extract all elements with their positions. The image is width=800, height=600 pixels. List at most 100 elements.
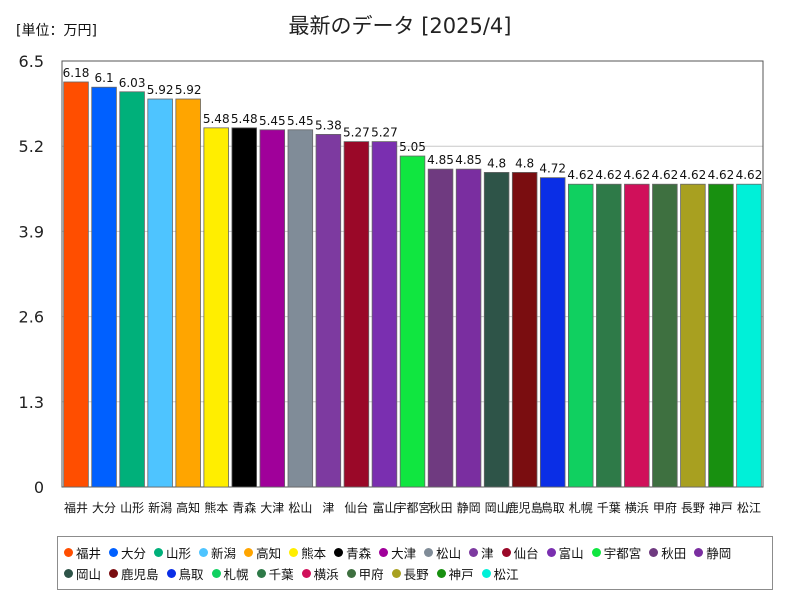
legend-label: 大津 — [391, 546, 417, 561]
legend-marker — [166, 569, 176, 578]
legend-item: 高知 — [244, 542, 281, 563]
legend-item: 大分 — [109, 542, 146, 563]
legend-label: 津 — [481, 546, 494, 561]
x-category-label: 高知 — [176, 500, 200, 515]
legend-item: 岡山 — [64, 563, 101, 584]
bar — [568, 183, 594, 488]
bar — [147, 98, 173, 488]
bar-value-label: 4.62 — [567, 168, 594, 182]
legend-item: 仙台 — [501, 542, 539, 563]
legend-marker — [64, 548, 73, 557]
bar-value-label: 4.62 — [736, 168, 763, 182]
legend-label: 福井 — [76, 546, 102, 561]
legend-marker — [64, 569, 73, 578]
bar-value-label: 4.8 — [515, 156, 534, 170]
bar-value-label: 5.27 — [371, 126, 398, 140]
x-category-label: 大津 — [260, 501, 284, 515]
legend-label: 静岡 — [706, 546, 732, 561]
bar — [399, 155, 426, 488]
legend-label: 青森 — [346, 546, 372, 561]
legend-item: 宇都宮 — [591, 542, 641, 563]
bar-value-label: 5.27 — [343, 126, 370, 140]
legend-marker — [379, 548, 389, 557]
bar — [483, 172, 510, 488]
legend-label: 大分 — [121, 546, 147, 561]
x-category-label: 新潟 — [148, 500, 172, 515]
legend-marker — [289, 548, 299, 557]
y-tick-label: 2.6 — [19, 308, 44, 327]
legend-marker — [211, 569, 221, 578]
legend-marker — [649, 548, 659, 557]
bar — [259, 129, 286, 488]
bar — [455, 168, 482, 488]
x-category-label: 札幌 — [569, 500, 593, 515]
bar-value-label: 5.48 — [203, 112, 230, 126]
legend-marker — [109, 569, 119, 578]
bar — [708, 183, 734, 488]
legend-label: 鳥取 — [178, 567, 204, 582]
legend-marker — [334, 548, 344, 557]
legend-item: 松山 — [424, 542, 461, 563]
bar-value-label: 5.45 — [287, 114, 314, 128]
x-category-label: 青森 — [232, 500, 256, 515]
chart-legend: 福井 大分 山形 新潟 高知 熊本 青森 大津 松山 津 仙台 富山 宇都宮 秋田 静岡岡山 鹿児島 鳥取 札幌 千… — [57, 536, 773, 590]
y-tick-label: 3.9 — [19, 222, 44, 241]
bar — [287, 129, 314, 488]
x-category-label: 松山 — [288, 501, 312, 515]
legend-item: 福井 — [64, 542, 101, 563]
bar — [119, 91, 145, 488]
bar-value-label: 4.85 — [427, 153, 454, 167]
legend-marker — [301, 569, 311, 578]
legend-item: 横浜 — [301, 563, 339, 584]
bar-value-label: 5.92 — [147, 83, 174, 97]
legend-marker — [346, 569, 356, 578]
legend-label: 札幌 — [223, 567, 249, 582]
y-tick-label: 5.2 — [19, 137, 44, 156]
legend-label: 新潟 — [211, 546, 237, 561]
legend-label: 熊本 — [301, 546, 327, 561]
bar — [175, 98, 201, 488]
legend-label: 富山 — [558, 546, 584, 561]
bar — [624, 183, 650, 488]
legend-label: 松江 — [493, 567, 519, 582]
legend-item: 松江 — [481, 563, 519, 584]
legend-label: 山形 — [166, 546, 192, 561]
legend-label: 神戸 — [448, 567, 474, 582]
legend-item: 千葉 — [256, 563, 294, 584]
x-category-label: 秋田 — [429, 501, 453, 515]
legend-item: 札幌 — [211, 563, 249, 584]
x-category-label: 長野 — [681, 501, 705, 515]
y-tick-label: 1.3 — [19, 393, 44, 412]
legend-marker — [469, 548, 479, 557]
x-category-label: 静岡 — [457, 501, 481, 515]
legend-marker — [391, 569, 401, 578]
legend-item: 甲府 — [346, 563, 384, 584]
legend-label: 鹿児島 — [121, 567, 159, 582]
legend-label: 長野 — [403, 567, 429, 582]
legend-item: 山形 — [154, 542, 191, 563]
bar-value-label: 4.8 — [487, 156, 506, 170]
x-category-label: 宇都宮 — [394, 500, 430, 515]
x-category-label: 鳥取 — [541, 500, 565, 515]
legend-label: 秋田 — [661, 546, 687, 561]
x-category-label: 山形 — [120, 501, 144, 515]
legend-marker — [546, 548, 556, 557]
bar — [736, 183, 762, 488]
x-category-label: 福井 — [64, 500, 88, 515]
bar — [91, 86, 117, 488]
legend-label: 千葉 — [268, 567, 294, 582]
legend-marker — [256, 569, 266, 578]
bar-value-label: 4.85 — [455, 153, 482, 167]
bar — [231, 127, 257, 488]
legend-label: 高知 — [256, 546, 282, 561]
bar-value-label: 4.62 — [595, 168, 622, 182]
bar-value-label: 4.62 — [652, 168, 679, 182]
legend-marker — [591, 548, 601, 557]
bar-value-label: 4.72 — [539, 162, 566, 176]
bar-value-label: 5.45 — [259, 114, 286, 128]
bar — [63, 81, 89, 488]
unit-label: [単位：万円] — [16, 23, 97, 39]
legend-marker — [244, 548, 254, 557]
bar — [315, 134, 342, 488]
bar-value-label: 5.92 — [175, 83, 202, 97]
